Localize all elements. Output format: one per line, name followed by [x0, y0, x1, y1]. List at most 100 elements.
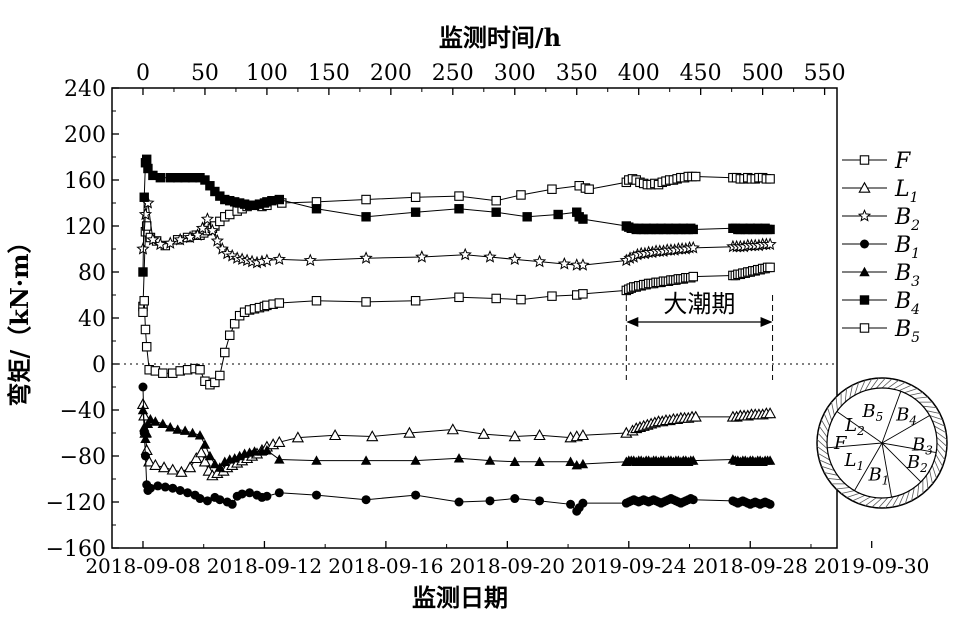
series-line-b2	[142, 202, 771, 266]
data-point-b3	[165, 422, 176, 432]
data-point-l1	[291, 431, 305, 443]
legend-label: B1	[894, 233, 920, 262]
data-point-b1	[237, 489, 247, 499]
data-point-b5	[138, 307, 148, 317]
inset-ring-hatch	[864, 378, 873, 391]
series-l1	[136, 397, 777, 481]
data-point-l1	[143, 455, 156, 467]
inset-segment-joint	[881, 442, 892, 498]
legend-label-subscript: 1	[910, 190, 919, 206]
data-point-b1	[145, 483, 155, 493]
inset-segment-joint	[836, 411, 883, 444]
inset-segment-joint	[854, 442, 883, 491]
inset-ring-hatch	[817, 432, 828, 444]
inset-ring-hatch	[846, 492, 860, 498]
data-point-b1	[215, 495, 225, 505]
inset-ring-hatch	[864, 497, 877, 507]
data-point-b1	[153, 481, 163, 491]
data-point-f	[547, 184, 557, 194]
data-point-b3	[140, 433, 151, 443]
data-point-b4	[765, 224, 775, 235]
data-point-b2	[163, 236, 177, 249]
data-point-b3	[509, 456, 520, 466]
data-point-l1	[477, 427, 490, 439]
top-tick-label: 250	[432, 61, 474, 86]
data-point-b1	[160, 482, 170, 492]
data-point-l1	[273, 435, 286, 447]
data-point-f	[690, 171, 701, 182]
legend-marker	[858, 181, 871, 193]
data-point-l1	[403, 426, 416, 438]
data-point-b4	[200, 175, 210, 185]
data-point-b3	[360, 455, 372, 465]
inset-ring-hatch	[933, 459, 941, 473]
inset-segment-subscript: 4	[908, 414, 917, 428]
inset-ring-hatch	[885, 496, 894, 509]
data-point-b5	[140, 324, 151, 335]
inset-ring-hatch	[818, 425, 828, 438]
data-point-b1	[361, 495, 371, 505]
legend-item: F	[842, 149, 911, 174]
data-point-b3	[179, 425, 191, 435]
inset-ring-hatch	[827, 478, 842, 481]
y-tick-label: −40	[60, 399, 106, 424]
data-point-b3	[453, 453, 465, 463]
legend-label: L1	[894, 177, 919, 206]
inset-ring-hatch	[932, 420, 945, 427]
inset-ring-hatch	[824, 472, 838, 476]
data-point-b2	[146, 232, 160, 246]
y-tick-label: 0	[92, 353, 106, 378]
top-axis-ticks: 0 50 100 150 200 250 300 350 400 450 500 550	[111, 61, 846, 95]
data-point-b3	[764, 455, 776, 465]
inset-ring-hatch	[929, 470, 933, 484]
data-point-b3	[577, 458, 589, 469]
inset-ring-hatch	[926, 410, 940, 414]
inset-ring-hatch	[936, 442, 947, 454]
inset-segment-subscript: 2	[919, 461, 928, 475]
data-point-f	[410, 192, 421, 203]
inset-ring-hatch	[819, 459, 832, 466]
inset-ring-hatch	[817, 452, 830, 461]
legend-marker	[859, 323, 870, 333]
data-point-b5	[516, 294, 526, 305]
bottom-tick-label: 2018-09-28	[693, 554, 808, 578]
data-point-b2	[138, 207, 153, 221]
data-point-b1	[227, 499, 237, 509]
data-point-b1	[688, 495, 698, 505]
series-b3	[137, 404, 776, 472]
bottom-tick-label: 2019-09-30	[814, 554, 929, 578]
data-point-b4	[553, 209, 563, 220]
inset-ring-hatch	[820, 419, 829, 432]
inset-segment-subscript: 5	[876, 410, 884, 424]
inset-ring-hatch	[898, 384, 912, 392]
y-tick-label: 40	[78, 307, 106, 332]
data-point-b5	[547, 291, 557, 301]
data-point-b4	[454, 204, 464, 214]
legend-item: B4	[842, 289, 920, 318]
inset-ring-hatch	[858, 496, 871, 505]
data-point-b1	[138, 382, 148, 392]
data-point-b5	[195, 364, 205, 375]
inset-ring-hatch	[823, 413, 831, 427]
data-point-b2	[195, 221, 210, 234]
inset-ring-hatch	[875, 377, 886, 389]
data-point-b1	[566, 499, 576, 509]
data-point-b4	[522, 212, 532, 222]
inset-ring-hatch	[859, 380, 866, 393]
data-point-b3	[534, 456, 545, 466]
data-point-b4	[578, 214, 588, 224]
data-point-b1	[765, 499, 775, 509]
bottom-tick-label: 2018-09-12	[207, 554, 322, 578]
data-point-b3	[187, 427, 198, 438]
y-axis-ticks: 240 200 160 120 80 40 0 −40 −80 −120 −160	[46, 77, 119, 562]
data-point-l1	[190, 451, 203, 464]
data-point-b1	[274, 488, 284, 498]
data-point-b3	[274, 454, 285, 464]
data-point-b1	[454, 497, 464, 507]
legend-label: B2	[894, 205, 920, 234]
legend-label-subscript: 3	[911, 274, 920, 290]
data-point-b2	[458, 247, 472, 261]
data-point-b1	[311, 490, 321, 500]
data-point-b1	[175, 486, 185, 495]
